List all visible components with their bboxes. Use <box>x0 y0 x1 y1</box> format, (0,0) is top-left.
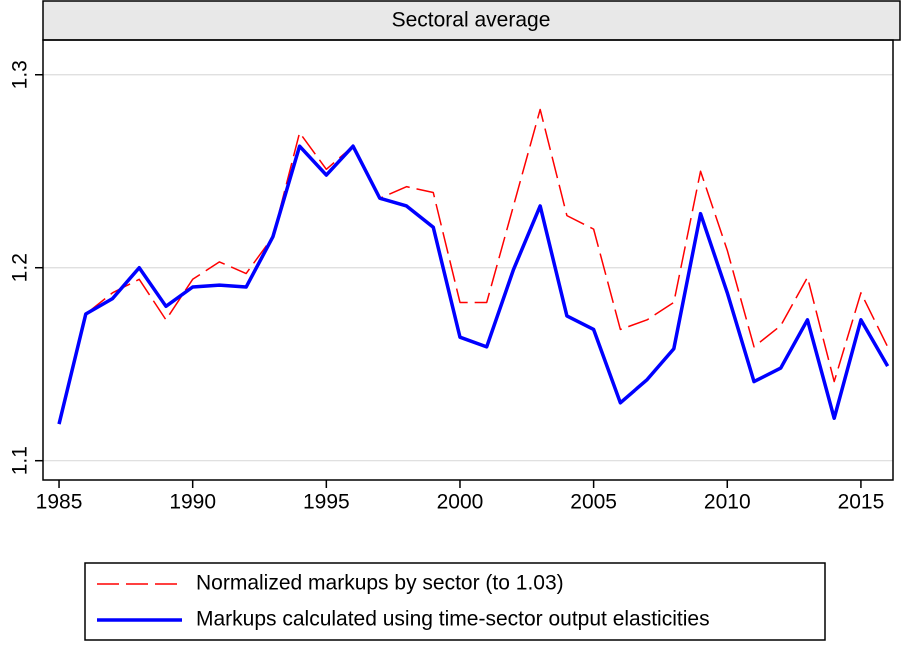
y-tick-label: 1.1 <box>9 446 32 475</box>
legend <box>84 562 826 641</box>
title-strip <box>42 0 901 41</box>
x-tick-label: 2000 <box>437 491 484 514</box>
y-tick-label: 1.2 <box>9 253 32 282</box>
x-tick-label: 1985 <box>36 491 83 514</box>
chart-title: Sectoral average <box>392 9 551 32</box>
y-tick-label: 1.3 <box>9 60 32 89</box>
legend-label: Normalized markups by sector (to 1.03) <box>196 572 564 595</box>
x-tick-label: 2005 <box>570 491 617 514</box>
x-tick-label: 1995 <box>303 491 350 514</box>
x-tick-label: 2010 <box>704 491 751 514</box>
data-line <box>58 108 889 425</box>
x-tick-label: 2015 <box>838 491 885 514</box>
plot-frame <box>42 39 894 481</box>
legend-label: Markups calculated using time-sector out… <box>196 608 710 631</box>
data-line <box>57 144 890 425</box>
x-tick-label: 1990 <box>169 491 216 514</box>
